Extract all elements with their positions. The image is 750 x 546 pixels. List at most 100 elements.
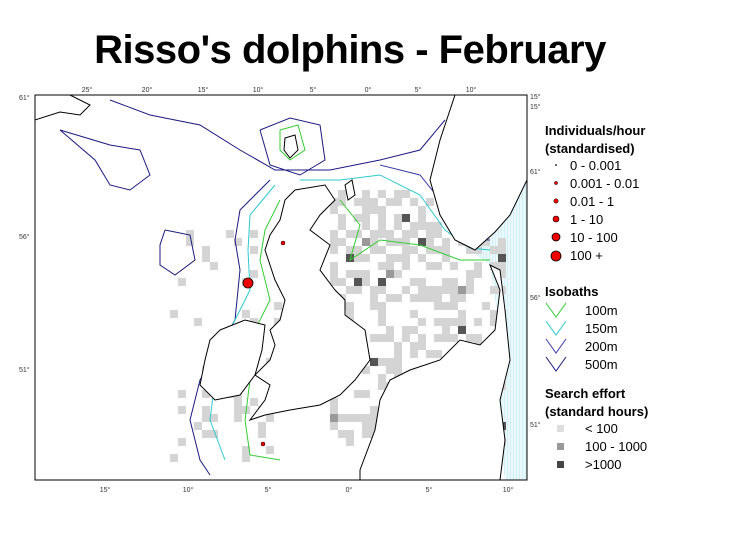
- effort-square: [378, 262, 386, 270]
- effort-square: [234, 238, 242, 246]
- effort-square: [362, 198, 370, 206]
- effort-square: [330, 422, 338, 430]
- legend-symbol: [555, 164, 557, 166]
- effort-square: [386, 254, 394, 262]
- sighting: [280, 240, 286, 246]
- sighting: [242, 277, 254, 289]
- effort-square: [418, 294, 426, 302]
- effort-square: [242, 454, 250, 462]
- effort-square: [234, 398, 242, 406]
- effort-square: [394, 342, 402, 350]
- effort-square: [434, 294, 442, 302]
- effort-square: [410, 278, 418, 286]
- effort-square: [410, 350, 418, 358]
- effort-square: [330, 414, 338, 422]
- effort-square: [394, 198, 402, 206]
- effort-square: [474, 318, 482, 326]
- effort-square: [338, 222, 346, 230]
- effort-square: [410, 230, 418, 238]
- effort-square: [442, 318, 450, 326]
- effort-square: [370, 238, 378, 246]
- effort-square: [330, 270, 338, 278]
- effort-square: [402, 334, 410, 342]
- effort-square: [330, 198, 338, 206]
- effort-square: [250, 230, 258, 238]
- effort-square: [498, 254, 506, 262]
- effort-square: [330, 398, 338, 406]
- effort-square: [194, 318, 202, 326]
- legend-label: 100m: [585, 303, 618, 318]
- effort-square: [346, 414, 354, 422]
- lon-label: 10°: [253, 86, 264, 94]
- effort-square: [378, 382, 386, 390]
- effort-square: [434, 262, 442, 270]
- effort-square: [426, 262, 434, 270]
- effort-square: [418, 318, 426, 326]
- lat-label: 15°: [530, 93, 541, 101]
- effort-square: [362, 278, 370, 286]
- effort-square: [338, 214, 346, 222]
- effort-square: [410, 198, 418, 206]
- lat-label: 61°: [19, 94, 30, 102]
- legend-symbol: [557, 461, 564, 468]
- effort-square: [330, 406, 338, 414]
- effort-square: [442, 254, 450, 262]
- map-area: [34, 94, 528, 481]
- effort-square: [250, 398, 258, 406]
- effort-square: [370, 358, 378, 366]
- effort-square: [466, 246, 474, 254]
- effort-square: [354, 198, 362, 206]
- effort-square: [346, 270, 354, 278]
- effort-square: [434, 230, 442, 238]
- effort-square: [402, 214, 410, 222]
- effort-square: [346, 230, 354, 238]
- legend-symbol: [545, 302, 567, 318]
- effort-square: [354, 286, 362, 294]
- effort-square: [202, 246, 210, 254]
- effort-square: [362, 422, 370, 430]
- legend-label: 500m: [585, 357, 618, 372]
- effort-square: [434, 222, 442, 230]
- effort-square: [418, 278, 426, 286]
- effort-square: [346, 310, 354, 318]
- legend-label: 100 +: [570, 248, 603, 263]
- effort-square: [474, 262, 482, 270]
- legend-symbol: [545, 338, 567, 354]
- effort-square: [386, 294, 394, 302]
- effort-square: [370, 302, 378, 310]
- effort-square: [370, 334, 378, 342]
- effort-square: [450, 302, 458, 310]
- effort-square: [346, 438, 354, 446]
- effort-square: [426, 198, 434, 206]
- effort-square: [378, 310, 386, 318]
- effort-square: [386, 198, 394, 206]
- lon-label: 15°: [100, 486, 111, 494]
- isobath-100: [339, 199, 490, 262]
- legend-label: 0.001 - 0.01: [570, 176, 639, 191]
- lon-label: 10°: [183, 486, 194, 494]
- effort-square: [386, 366, 394, 374]
- effort-square: [474, 246, 482, 254]
- effort-square: [434, 302, 442, 310]
- effort-square: [250, 270, 258, 278]
- effort-square: [458, 294, 466, 302]
- effort-square: [354, 278, 362, 286]
- effort-square: [170, 454, 178, 462]
- effort-square: [498, 270, 506, 278]
- effort-square: [418, 286, 426, 294]
- effort-square: [426, 246, 434, 254]
- effort-square: [362, 254, 370, 262]
- lon-label: 25°: [82, 86, 93, 94]
- isobath-150: [209, 184, 276, 461]
- lon-label: 5°: [310, 86, 317, 94]
- legend-label: 150m: [585, 321, 618, 336]
- effort-square: [370, 422, 378, 430]
- effort-square: [250, 246, 258, 254]
- effort-square: [362, 190, 370, 198]
- map-frame: [34, 94, 528, 481]
- effort-square: [426, 294, 434, 302]
- effort-square: [202, 406, 210, 414]
- isobath-500: [109, 99, 446, 171]
- lon-label: 10°: [503, 486, 514, 494]
